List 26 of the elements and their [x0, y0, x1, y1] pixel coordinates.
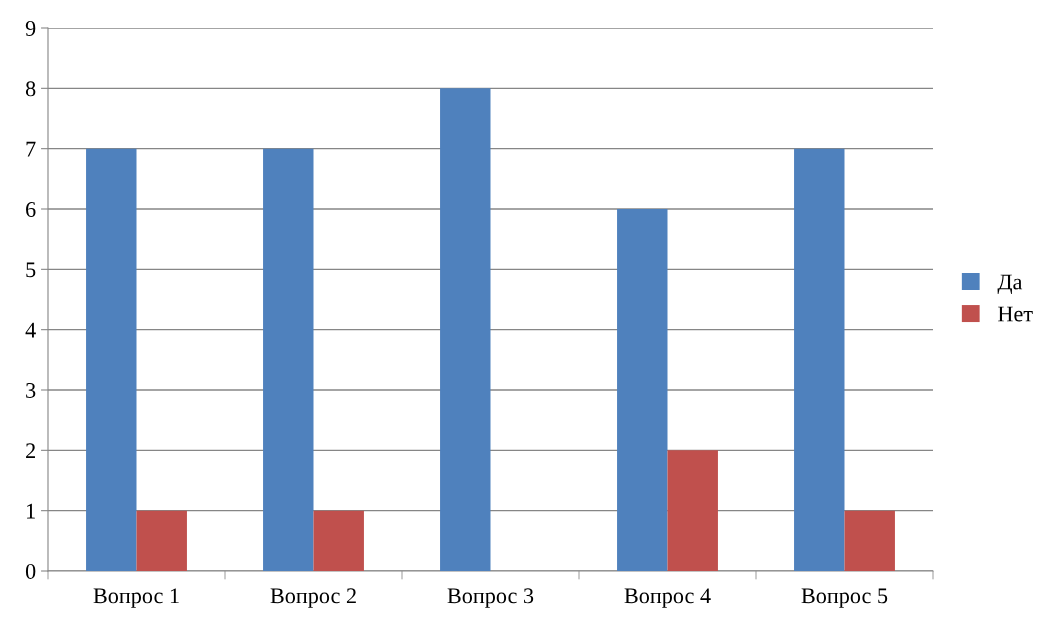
- bar: [440, 88, 491, 571]
- y-tick-label: 6: [26, 201, 36, 217]
- bar: [86, 148, 137, 571]
- y-tick-label: 9: [25, 20, 36, 36]
- y-tick-label: 8: [25, 81, 36, 97]
- bar: [667, 450, 718, 571]
- x-tick-label: Вопрос 4: [624, 588, 711, 608]
- y-tick-label: 2: [26, 443, 35, 459]
- bar: [263, 148, 314, 571]
- bar: [617, 209, 668, 571]
- x-tick-label: Вопрос 3: [447, 588, 534, 608]
- y-tick-label: 1: [27, 503, 35, 519]
- x-tick-label: Вопрос 1: [93, 588, 179, 608]
- y-tick-label: 7: [26, 141, 36, 157]
- y-tick-label: 0: [25, 563, 36, 579]
- y-tick-label: 3: [26, 382, 36, 398]
- x-tick-label: Вопрос 5: [801, 588, 888, 608]
- bar: [844, 510, 895, 571]
- bar: [794, 148, 845, 571]
- bar: [313, 510, 364, 571]
- bar: [136, 510, 187, 571]
- legend-label: Нет: [998, 306, 1033, 322]
- y-tick-label: 4: [25, 322, 36, 338]
- x-tick-label: Вопрос 2: [270, 588, 356, 608]
- y-tick-label: 5: [26, 262, 36, 278]
- legend-label: Да: [997, 274, 1023, 294]
